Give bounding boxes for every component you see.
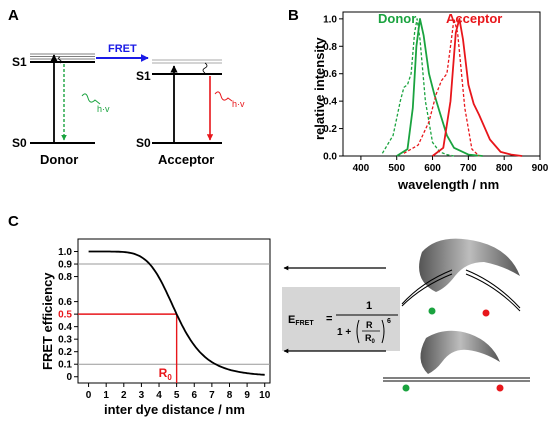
- x-tick-label: 6: [191, 390, 197, 401]
- x-tick-label: 500: [388, 163, 405, 174]
- straight-dna-illustration: [383, 330, 530, 392]
- acceptor-dashed-spectrum: [403, 18, 480, 157]
- formula-right-paren: [381, 319, 385, 344]
- donor-s1-label: S1: [12, 55, 27, 69]
- spectra-plot-frame: [342, 11, 541, 157]
- fret-formula: EFRET = 1 1 + R R0 6: [288, 300, 398, 345]
- y-tick-label: 0.6: [58, 297, 72, 308]
- y-tick-label: 0.8: [58, 272, 72, 283]
- panel-b: B 400 500 600 700 800 900 0.0 0.2 0.4 0.6 0.8 1.0 D…: [288, 7, 549, 192]
- formula-numerator: 1: [366, 300, 372, 312]
- x-tick-label: 2: [121, 390, 127, 401]
- acceptor-legend-label: Acceptor: [446, 11, 502, 26]
- formula-exponent: 6: [387, 318, 391, 325]
- donor-photon-label: h·v: [97, 104, 110, 114]
- y-tick-label: 0.4: [58, 322, 72, 333]
- acceptor-dye-dot: [496, 384, 504, 392]
- efficiency-plot-frame: [77, 238, 271, 384]
- y-tick-label: 0: [66, 372, 72, 383]
- formula-one-plus: 1 +: [337, 327, 351, 338]
- y-tick-label: 0.4: [323, 97, 337, 108]
- y-tick-label: 0.6: [323, 69, 337, 80]
- donor-legend-label: Donor: [378, 11, 416, 26]
- acceptor-solid-spectrum: [431, 17, 523, 157]
- spectra-x-label: wavelength / nm: [397, 177, 499, 192]
- spectra-y-label: relative intensity: [312, 37, 327, 140]
- y-tick-label: 1.0: [323, 14, 337, 25]
- efficiency-threshold-lines: [78, 263, 270, 365]
- donor-dye-dot: [428, 307, 436, 315]
- dna-strand-left: [401, 269, 453, 307]
- acceptor-levels: S1 S0 h·v Acceptor: [136, 59, 245, 167]
- y-tick-label: 0.3: [58, 335, 72, 346]
- donor-relaxation-squiggle: [58, 56, 62, 64]
- dna-strand-right: [465, 269, 521, 312]
- acceptor-s1-label: S1: [136, 69, 151, 83]
- spectra-axis-ticks: 400 500 600 700 800 900 0.0 0.2 0.4 0.6 0.8 1.0: [323, 14, 549, 174]
- y-tick-label: 0.8: [323, 42, 337, 53]
- y-tick-label: 0.1: [58, 360, 72, 371]
- spectra-series: [381, 17, 523, 157]
- panel-a: A S1 S0 h·v Donor FRET S1 S0: [8, 7, 245, 167]
- formula-r: R: [366, 320, 373, 330]
- fret-label: FRET: [108, 43, 137, 55]
- panel-a-letter: A: [8, 7, 19, 24]
- donor-photon-squiggle: [81, 93, 101, 105]
- efficiency-y-label: FRET efficiency: [40, 272, 55, 370]
- x-tick-label: 8: [227, 390, 233, 401]
- acceptor-name: Acceptor: [158, 152, 214, 167]
- y-tick-label: 0.2: [323, 124, 337, 135]
- acceptor-dye-dot: [482, 309, 490, 317]
- efficiency-x-label: inter dye distance / nm: [104, 402, 245, 417]
- donor-name: Donor: [40, 152, 78, 167]
- half-efficiency-label: 0.5: [58, 310, 72, 321]
- acceptor-photon-squiggle: [214, 91, 233, 102]
- x-tick-label: 0: [86, 390, 92, 401]
- x-tick-label: 10: [259, 390, 271, 401]
- formula-lhs: EFRET: [288, 314, 314, 327]
- formula-left-paren: [356, 319, 360, 344]
- donor-solid-spectrum: [396, 17, 483, 157]
- protein-clamp-free: [420, 330, 500, 374]
- acceptor-relaxation-squiggle: [202, 62, 208, 74]
- bent-dna-illustration: [401, 238, 521, 317]
- y-tick-label: 0.0: [323, 152, 337, 163]
- protein-clamp-bent: [419, 238, 520, 292]
- x-tick-label: 1: [103, 390, 109, 401]
- x-tick-label: 7: [209, 390, 215, 401]
- panel-c-letter: C: [8, 213, 19, 230]
- efficiency-curve: [88, 250, 265, 376]
- x-tick-label: 400: [353, 163, 370, 174]
- x-tick-label: 4: [156, 390, 162, 401]
- x-tick-label: 800: [496, 163, 513, 174]
- x-tick-label: 600: [424, 163, 441, 174]
- x-tick-label: 9: [244, 390, 250, 401]
- formula-r0: R0: [365, 333, 376, 345]
- y-tick-label: 0.9: [58, 260, 72, 271]
- r0-marker-label: R0: [159, 366, 173, 382]
- x-tick-label: 5: [174, 390, 180, 401]
- panel-c: C 0 1 2 3 4 5 6 7 8 9 1000.10.20.30.40.50.60.80.91…: [8, 213, 530, 417]
- donor-levels: S1 S0 h·v Donor: [12, 53, 110, 167]
- formula-box: [282, 287, 400, 351]
- acceptor-s0-label: S0: [136, 136, 151, 150]
- y-tick-label: 1.0: [58, 247, 72, 258]
- donor-s0-label: S0: [12, 136, 27, 150]
- panel-b-letter: B: [288, 7, 299, 24]
- x-tick-label: 700: [460, 163, 477, 174]
- x-tick-label: 3: [139, 390, 145, 401]
- acceptor-photon-label: h·v: [232, 99, 245, 109]
- x-tick-label: 900: [532, 163, 549, 174]
- donor-dashed-spectrum: [381, 18, 455, 157]
- efficiency-curve-group: [88, 250, 265, 376]
- y-tick-label: 0.2: [58, 347, 72, 358]
- formula-equals: =: [326, 313, 332, 325]
- r0-guide-lines: [78, 313, 178, 383]
- donor-dye-dot: [402, 384, 410, 392]
